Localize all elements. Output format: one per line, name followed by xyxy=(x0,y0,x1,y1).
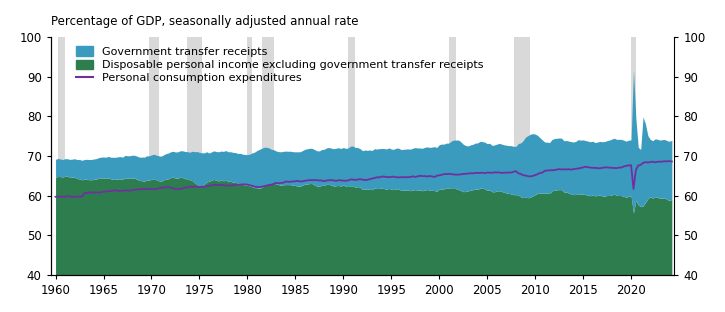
Bar xyxy=(262,37,274,275)
Bar xyxy=(188,37,202,275)
Bar xyxy=(58,37,65,275)
Bar xyxy=(247,37,252,275)
Text: Percentage of GDP, seasonally adjusted annual rate: Percentage of GDP, seasonally adjusted a… xyxy=(51,15,358,28)
Legend: Government transfer receipts, Disposable personal income excluding government tr: Government transfer receipts, Disposable… xyxy=(75,45,484,85)
Bar xyxy=(631,37,636,275)
Bar xyxy=(513,37,531,275)
Bar xyxy=(348,37,355,275)
Bar xyxy=(449,37,456,275)
Bar xyxy=(149,37,159,275)
